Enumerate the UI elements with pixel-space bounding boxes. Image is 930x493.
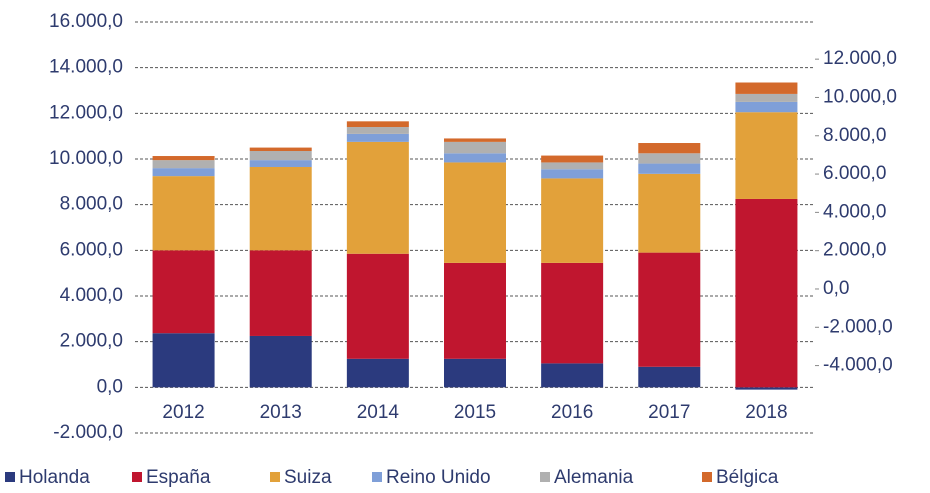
bar-segment: [638, 252, 701, 367]
x-tick-label: 2017: [648, 402, 690, 423]
bar-segment: [638, 143, 701, 154]
bar-segment: [735, 101, 798, 113]
legend-label: Bélgica: [716, 467, 779, 488]
bar-segment: [541, 155, 604, 163]
legend-marker: [702, 472, 712, 482]
bar-segment: [249, 250, 312, 336]
legend-label: Alemania: [554, 467, 634, 488]
x-tick-label: 2014: [357, 402, 400, 423]
bar-segment: [735, 112, 798, 199]
x-tick-label: 2012: [162, 402, 204, 423]
bar-segment: [346, 127, 409, 134]
bar-segment: [638, 153, 701, 164]
bar-segment: [638, 163, 701, 174]
bar-segment: [638, 366, 701, 388]
y2-tick-label: -2.000,0: [823, 316, 893, 337]
y2-tick-label: 2.000,0: [823, 240, 886, 261]
bar-segment: [541, 169, 604, 179]
bar-segment: [152, 176, 215, 251]
bar-segment: [444, 141, 506, 154]
bar-segment: [735, 387, 798, 390]
bar-segment: [444, 138, 506, 142]
x-tick-label: 2018: [745, 402, 787, 423]
y-tick-label: 14.000,0: [49, 57, 123, 78]
bar-segment: [541, 162, 604, 170]
y2-tick-label: 12.000,0: [823, 48, 897, 69]
legend-marker: [372, 472, 382, 482]
bar-segment: [152, 333, 215, 388]
bar-segment: [346, 253, 409, 359]
y-tick-label: 2.000,0: [60, 331, 123, 352]
legend-marker: [5, 472, 15, 482]
bar-segment: [346, 358, 409, 388]
y2-tick-label: 0,0: [823, 278, 849, 299]
x-tick-label: 2013: [260, 402, 302, 423]
bar-segment: [444, 162, 506, 263]
bar-segment: [249, 335, 312, 388]
bar-segment: [541, 262, 604, 364]
legend-label: España: [146, 467, 211, 488]
bar-segment: [541, 363, 604, 388]
y-tick-label: 0,0: [97, 376, 123, 397]
legend-marker: [132, 472, 142, 482]
x-tick-label: 2016: [551, 402, 593, 423]
bar-segment: [346, 141, 409, 254]
bar-segment: [638, 173, 701, 253]
bar-segment: [735, 82, 798, 94]
y2-tick-label: 6.000,0: [823, 163, 886, 184]
bar-segment: [249, 147, 312, 152]
bar-segment: [444, 358, 506, 388]
bar-segment: [152, 160, 215, 169]
bar-segment: [249, 166, 312, 251]
y-tick-label: -2.000,0: [53, 422, 123, 443]
y-tick-label: 10.000,0: [49, 148, 123, 169]
legend-label: Reino Unido: [386, 467, 491, 488]
y2-tick-label: 10.000,0: [823, 86, 897, 107]
bar-segment: [152, 156, 215, 161]
bar-segment: [444, 153, 506, 163]
bar-segment: [152, 250, 215, 334]
bar-segment: [735, 198, 798, 388]
bar-segment: [152, 168, 215, 177]
y2-tick-label: 4.000,0: [823, 201, 886, 222]
y-tick-label: 12.000,0: [49, 102, 123, 123]
bar-segment: [346, 121, 409, 128]
y-tick-label: 4.000,0: [60, 285, 123, 306]
y2-tick-label: 8.000,0: [823, 125, 886, 146]
y2-tick-label: -4.000,0: [823, 355, 893, 376]
bar-segment: [444, 262, 506, 359]
x-tick-label: 2015: [454, 402, 496, 423]
bar-segment: [249, 160, 312, 167]
bar-segment: [249, 151, 312, 161]
legend-label: Suiza: [284, 467, 332, 488]
y-tick-label: 8.000,0: [60, 194, 123, 215]
y-tick-label: 6.000,0: [60, 239, 123, 260]
bar-segment: [541, 178, 604, 263]
y-tick-label: 16.000,0: [49, 11, 123, 32]
legend-marker: [540, 472, 550, 482]
legend-marker: [270, 472, 280, 482]
bar-segment: [735, 93, 798, 102]
legend-label: Holanda: [19, 467, 90, 488]
bar-segment: [346, 133, 409, 142]
